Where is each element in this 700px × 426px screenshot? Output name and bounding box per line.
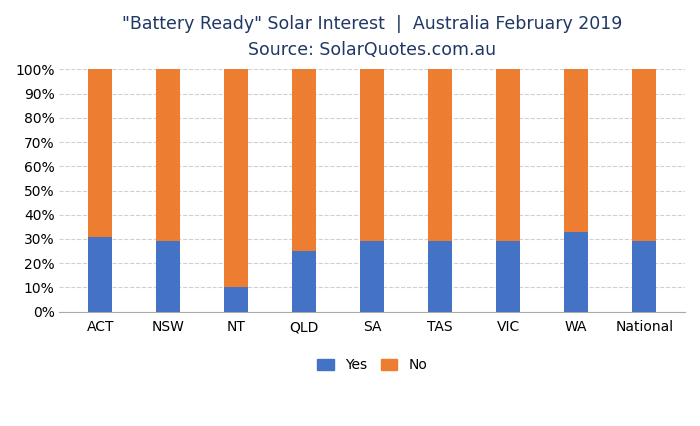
Bar — [224, 288, 248, 312]
Bar — [156, 242, 180, 312]
Bar — [428, 242, 452, 312]
Bar — [564, 232, 588, 312]
Title: "Battery Ready" Solar Interest  |  Australia February 2019
Source: SolarQuotes.c: "Battery Ready" Solar Interest | Austral… — [122, 15, 622, 59]
Bar — [293, 251, 316, 312]
Bar — [564, 69, 588, 232]
Bar — [496, 69, 520, 242]
Bar — [224, 69, 248, 288]
Bar — [156, 69, 180, 242]
Bar — [360, 69, 384, 242]
Bar — [496, 242, 520, 312]
Legend: Yes, No: Yes, No — [312, 353, 433, 378]
Bar — [360, 242, 384, 312]
Bar — [293, 69, 316, 251]
Bar — [632, 242, 656, 312]
Bar — [428, 69, 452, 242]
Bar — [88, 236, 112, 312]
Bar — [88, 69, 112, 236]
Bar — [632, 69, 656, 242]
